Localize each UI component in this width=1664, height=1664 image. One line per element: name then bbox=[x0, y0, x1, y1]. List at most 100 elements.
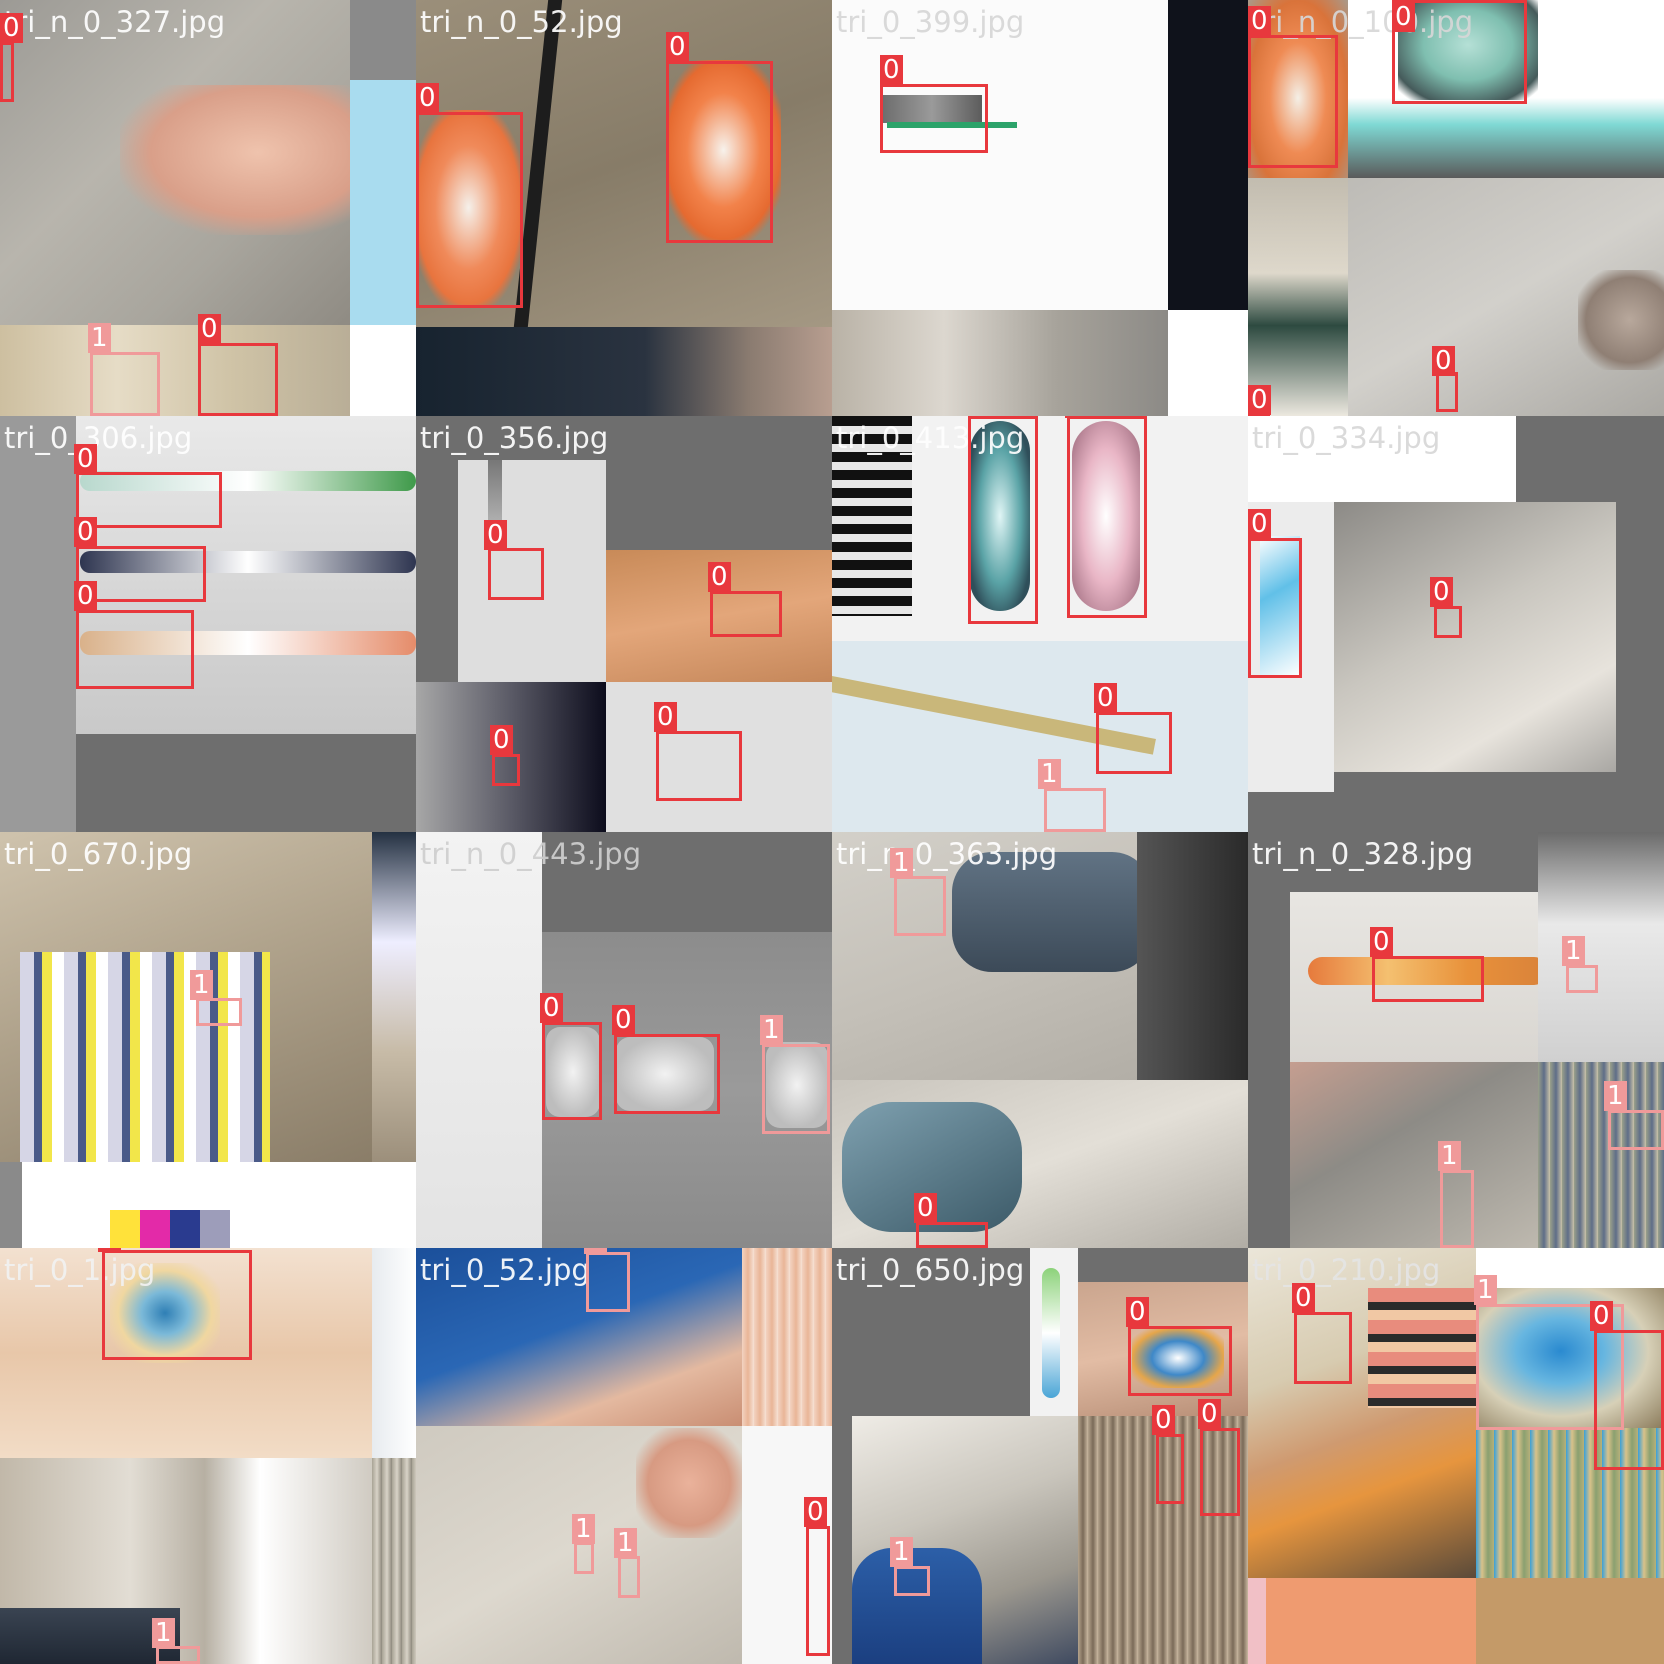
photo-hallway bbox=[1290, 1062, 1538, 1248]
photo-white-left bbox=[416, 832, 542, 1248]
bbox-label: 0 bbox=[416, 83, 439, 113]
bbox-label: 0 bbox=[74, 517, 97, 547]
bbox-class-0 bbox=[492, 754, 520, 786]
bbox-class-0 bbox=[488, 548, 544, 600]
photo-bottom-strip bbox=[0, 325, 350, 416]
toothbrush-head bbox=[1132, 1328, 1224, 1388]
photo-peach-strip bbox=[742, 1248, 832, 1426]
bbox-label: 0 bbox=[1248, 6, 1271, 36]
bbox-label: 0 bbox=[1392, 2, 1415, 32]
photo-gray-strip bbox=[350, 0, 416, 80]
bbox-class-0 bbox=[1128, 1326, 1232, 1396]
bbox-label: 0 bbox=[490, 725, 513, 755]
bbox-label: 0 bbox=[1370, 927, 1393, 957]
photo-door bbox=[832, 310, 1168, 416]
toothbrush-handle bbox=[80, 471, 416, 491]
bbox-class-0 bbox=[1392, 0, 1527, 104]
bbox-class-0 bbox=[614, 1034, 720, 1114]
bbox-label: 1 bbox=[890, 1537, 913, 1567]
bbox-label: 1 bbox=[1474, 1275, 1497, 1305]
tile-filename: tri_0_52.jpg bbox=[420, 1253, 590, 1287]
mosaic-tile: tri_0_1.jpg 0 1 bbox=[0, 1248, 416, 1664]
bbox-class-0 bbox=[1434, 606, 1462, 638]
bbox-label: 1 bbox=[1438, 1141, 1461, 1171]
photo-gray-left bbox=[0, 1162, 22, 1248]
tile-filename: tri_n_0_443.jpg bbox=[420, 837, 642, 871]
bbox-class-0 bbox=[916, 1222, 988, 1248]
photo-light-panel bbox=[458, 460, 606, 682]
bbox-class-1 bbox=[1044, 788, 1106, 832]
bbox-label: 1 bbox=[190, 970, 213, 1000]
bbox-label: 0 bbox=[1198, 1399, 1221, 1429]
bbox-label: 1 bbox=[1562, 936, 1585, 966]
bbox-label: 1 bbox=[760, 1015, 783, 1045]
bbox-label: 0 bbox=[74, 581, 97, 611]
tile-filename: tri_0_334.jpg bbox=[1252, 421, 1441, 455]
toothbrush-head bbox=[416, 110, 521, 305]
bbox-label: 0 bbox=[914, 1193, 937, 1223]
tile-filename: tri_0_413.jpg bbox=[836, 421, 1025, 455]
toothbrush-head bbox=[546, 1027, 600, 1117]
mosaic-tile: tri_0_210.jpg 0 1 0 bbox=[1248, 1248, 1664, 1664]
photo-document bbox=[832, 0, 1168, 310]
bbox-class-0 bbox=[542, 1022, 602, 1120]
photo-color-bars bbox=[110, 1210, 260, 1248]
photo-hallway bbox=[1334, 502, 1616, 772]
bbox-label: 1 bbox=[88, 323, 111, 353]
mosaic-tile: tri_0_413.jpg 0 0 0 1 bbox=[832, 416, 1248, 832]
bbox-class-0 bbox=[102, 1250, 252, 1360]
photo-tan bbox=[1476, 1578, 1664, 1664]
bbox-class-1 bbox=[1566, 965, 1598, 993]
bbox-label: 1 bbox=[152, 1618, 175, 1648]
bbox-class-1 bbox=[1440, 1170, 1474, 1248]
mosaic-tile: tri_n_0_52.jpg 0 0 bbox=[416, 0, 832, 416]
tile-filename: tri_0_356.jpg bbox=[420, 421, 609, 455]
bbox-label: 0 bbox=[0, 13, 23, 43]
bbox-class-0 bbox=[198, 343, 278, 416]
bbox-label: 0 bbox=[1430, 577, 1453, 607]
photo-shelves bbox=[20, 952, 270, 1162]
bbox-label: 0 bbox=[968, 416, 991, 418]
bbox-class-0 bbox=[1156, 1434, 1184, 1504]
tile-filename: tri_n_0_327.jpg bbox=[4, 5, 226, 39]
mosaic-tile: tri_0_52.jpg 1 1 1 0 bbox=[416, 1248, 832, 1664]
photo-white-corner bbox=[1168, 310, 1248, 416]
photo-right-strip bbox=[372, 1248, 416, 1458]
photo-blue-chair bbox=[416, 1248, 742, 1426]
bbox-label: 0 bbox=[1590, 1301, 1613, 1331]
mosaic-tile: tri_0_650.jpg 0 0 0 1 bbox=[832, 1248, 1248, 1664]
mosaic-tile: tri_0_306.jpg 0 0 0 bbox=[0, 416, 416, 832]
bbox-class-0 bbox=[666, 61, 773, 243]
bbox-class-0 bbox=[416, 112, 523, 308]
bbox-class-1 bbox=[1476, 1304, 1624, 1430]
photo-white-corner bbox=[350, 325, 416, 416]
toothbrush-handle bbox=[80, 631, 416, 655]
photo-salmon bbox=[1248, 1578, 1476, 1664]
photo-bottom bbox=[416, 327, 832, 416]
bbox-class-0 bbox=[806, 1526, 830, 1656]
bbox-class-0 bbox=[968, 416, 1038, 624]
bbox-label: 1 bbox=[572, 1514, 595, 1544]
bbox-class-1 bbox=[894, 876, 946, 936]
photo-right-strip bbox=[372, 832, 416, 1162]
tile-filename: tri_0_1.jpg bbox=[4, 1253, 156, 1287]
bbox-class-0 bbox=[880, 84, 988, 153]
photo-stretched-strip bbox=[1538, 1062, 1664, 1248]
photo-light-blue bbox=[832, 641, 1248, 832]
toothbrush-head bbox=[666, 60, 781, 240]
photo-dark-rail bbox=[0, 1608, 180, 1664]
tile-filename: tri_n_0_52.jpg bbox=[420, 5, 623, 39]
bbox-class-0 bbox=[1067, 416, 1147, 618]
bbox-label: 0 bbox=[98, 1248, 121, 1252]
photo-stacked-items bbox=[1368, 1288, 1476, 1408]
bbox-class-0 bbox=[76, 472, 222, 528]
bbox-label: 0 bbox=[198, 314, 221, 344]
bbox-class-0 bbox=[1594, 1330, 1664, 1470]
bbox-label: 1 bbox=[1604, 1081, 1627, 1111]
tile-filename: tri_n_0_100.jpg bbox=[1252, 5, 1474, 39]
bbox-label: 0 bbox=[708, 562, 731, 592]
toothbrush-head bbox=[766, 1042, 828, 1128]
mosaic-tile: tri_n_0_327.jpg 0 1 0 bbox=[0, 0, 416, 416]
bbox-class-0 bbox=[656, 731, 742, 801]
photo-gray-right bbox=[542, 832, 832, 932]
